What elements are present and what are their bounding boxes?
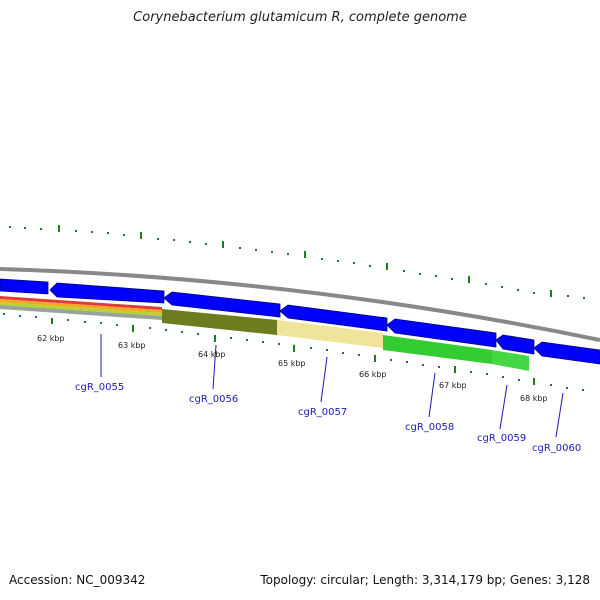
- gene-label-cgR_0055[interactable]: cgR_0055: [75, 382, 124, 393]
- feature-olive[interactable]: [162, 309, 277, 335]
- gene-arrow[interactable]: [533, 341, 600, 365]
- genome-backbone: [0, 267, 600, 342]
- gene-labels: cgR_0055 cgR_0056 cgR_0057 cgR_0058 cgR_…: [75, 382, 581, 454]
- leader-line: [499, 384, 508, 430]
- gene-label-cgR_0060[interactable]: cgR_0060: [532, 443, 581, 454]
- feature-stripe-red: [0, 296, 162, 310]
- gene-arrow[interactable]: [49, 282, 165, 304]
- gene-leader-lines: [100, 334, 564, 438]
- scale-labels: 62 kbp 63 kbp 64 kbp 65 kbp 66 kbp 67 kb…: [37, 334, 548, 403]
- gene-arrow[interactable]: [163, 291, 281, 318]
- gene-arrow[interactable]: [0, 278, 49, 295]
- gene-arrow[interactable]: [495, 334, 535, 355]
- feature-green-light[interactable]: [492, 350, 529, 371]
- gene-label-cgR_0059[interactable]: cgR_0059: [477, 433, 526, 444]
- scale-label-64kbp: 64 kbp: [198, 350, 226, 359]
- outer-ticks: [9, 225, 585, 299]
- feature-yellow[interactable]: [277, 320, 383, 348]
- feature-stripe-gray: [0, 305, 162, 320]
- scale-label-66kbp: 66 kbp: [359, 370, 387, 379]
- scale-label-68kbp: 68 kbp: [520, 394, 548, 403]
- genome-title: Corynebacterium glutamicum R, complete g…: [133, 10, 467, 25]
- feature-green[interactable]: [383, 335, 492, 364]
- leader-line: [212, 344, 217, 390]
- leader-line: [555, 392, 564, 438]
- scale-label-65kbp: 65 kbp: [278, 359, 306, 368]
- gene-label-cgR_0058[interactable]: cgR_0058: [405, 422, 454, 433]
- leader-line: [320, 356, 328, 403]
- gene-arrows: [0, 278, 600, 365]
- feature-stripe-yellowgreen: [0, 302, 162, 316]
- accession-label: Accession: NC_009342: [9, 573, 146, 587]
- gene-label-cgR_0057[interactable]: cgR_0057: [298, 407, 347, 418]
- leader-line: [428, 372, 436, 418]
- gene-label-cgR_0056[interactable]: cgR_0056: [189, 394, 238, 405]
- feature-stripe-orange: [0, 299, 162, 313]
- scale-label-62kbp: 62 kbp: [37, 334, 65, 343]
- inner-ticks: [3, 313, 584, 391]
- scale-label-63kbp: 63 kbp: [118, 341, 146, 350]
- genome-summary: Topology: circular; Length: 3,314,179 bp…: [260, 573, 590, 587]
- feature-track: [0, 296, 529, 371]
- scale-label-67kbp: 67 kbp: [439, 381, 467, 390]
